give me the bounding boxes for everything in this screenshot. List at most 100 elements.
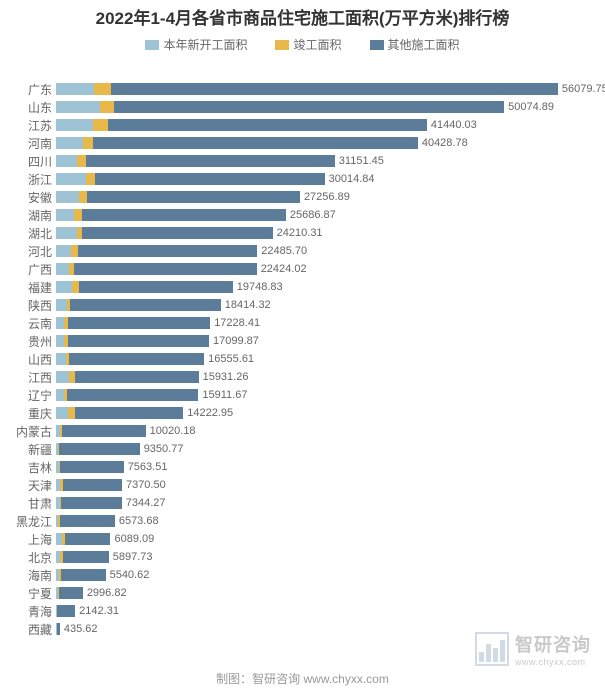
value-label: 7344.27 [126,497,166,509]
chart-footer: 制图：智研咨询 www.chyxx.com [0,670,605,687]
bar-segment [94,83,111,95]
category-label: 山东 [28,99,56,116]
bar-segment [68,407,75,419]
bar-segment [93,137,418,149]
bar-row: 黑龙江6573.68 [56,512,593,530]
category-label: 海南 [28,567,56,584]
bar-row: 云南17228.41 [56,314,593,332]
bar-row: 江苏41440.03 [56,116,593,134]
bar-segment [77,155,85,167]
bar-row: 山西16555.61 [56,350,593,368]
bar-stack [56,407,593,419]
bar-stack [56,389,593,401]
category-label: 云南 [28,315,56,332]
category-label: 四川 [28,153,56,170]
bar-row: 湖北24210.31 [56,224,593,242]
value-label: 16555.61 [208,353,254,365]
bar-stack [56,587,593,599]
bar-stack [56,443,593,455]
bar-segment [114,101,504,113]
bar-segment [56,173,86,185]
value-label: 2996.82 [87,587,127,599]
bar-segment [63,551,109,563]
category-label: 西藏 [28,621,56,638]
bar-segment [75,371,199,383]
legend-item: 竣工面积 [275,36,341,53]
value-label: 19748.83 [237,281,283,293]
bar-segment [82,209,286,221]
bar-row: 安徽27256.89 [56,188,593,206]
bar-segment [83,137,93,149]
bar-stack [56,83,593,95]
value-label: 22424.02 [261,263,307,275]
category-label: 辽宁 [28,387,56,404]
watermark-text-block: 智研咨询 www.chyxx.com [515,631,591,667]
category-label: 河北 [28,243,56,260]
bar-segment [108,119,427,131]
watermark-text: 智研咨询 [515,631,591,657]
category-label: 甘肃 [28,495,56,512]
value-label: 50074.89 [508,101,554,113]
bar-segment [57,623,60,635]
chart-container: 2022年1-4月各省市商品住宅施工面积(万平方米)排行榜 本年新开工面积 竣工面… [0,0,605,691]
category-label: 青海 [28,603,56,620]
category-label: 山西 [28,351,56,368]
value-label: 6089.09 [114,533,154,545]
chart-title: 2022年1-4月各省市商品住宅施工面积(万平方米)排行榜 [0,8,605,30]
bar-segment [61,569,106,581]
bar-segment [72,281,79,293]
legend-swatch [275,40,289,50]
bar-segment [56,317,64,329]
value-label: 17228.41 [214,317,260,329]
value-label: 30014.84 [329,173,375,185]
bar-segment [65,533,111,545]
category-label: 河南 [28,135,56,152]
bar-row: 贵州17099.87 [56,332,593,350]
value-label: 24210.31 [277,227,323,239]
value-label: 10020.18 [150,425,196,437]
bar-row: 河南40428.78 [56,134,593,152]
bar-segment [100,101,114,113]
value-label: 2142.31 [79,605,119,617]
bar-row: 甘肃7344.27 [56,494,593,512]
category-label: 吉林 [28,459,56,476]
value-label: 5897.73 [113,551,153,563]
bar-row: 广西22424.02 [56,260,593,278]
category-label: 浙江 [28,171,56,188]
bar-row: 吉林7563.51 [56,458,593,476]
category-label: 福建 [28,279,56,296]
category-label: 湖北 [28,225,56,242]
bar-segment [56,263,69,275]
bar-segment [56,137,83,149]
legend-label: 其他施工面积 [388,36,460,53]
bar-segment [70,299,220,311]
bar-stack [56,227,593,239]
bar-segment [63,479,122,491]
bar-stack [56,425,593,437]
value-label: 17099.87 [213,335,259,347]
watermark: 智研咨询 www.chyxx.com [475,631,591,667]
watermark-icon [475,632,509,666]
bar-segment [111,83,558,95]
bar-segment [56,227,77,239]
bar-stack [56,317,593,329]
bar-segment [56,209,74,221]
category-label: 江苏 [28,117,56,134]
category-label: 湖南 [28,207,56,224]
bar-segment [79,191,87,203]
bar-stack [56,245,593,257]
value-label: 9350.77 [144,443,184,455]
bar-stack [56,119,593,131]
category-label: 广东 [28,81,56,98]
category-label: 广西 [28,261,56,278]
bar-segment [59,587,83,599]
bar-segment [56,407,68,419]
bar-segment [56,245,71,257]
bar-stack [56,605,593,617]
legend-item: 本年新开工面积 [145,36,247,53]
bar-row: 内蒙古10020.18 [56,422,593,440]
bar-segment [74,209,82,221]
category-label: 内蒙古 [16,423,56,440]
bar-stack [56,371,593,383]
value-label: 5540.62 [110,569,150,581]
